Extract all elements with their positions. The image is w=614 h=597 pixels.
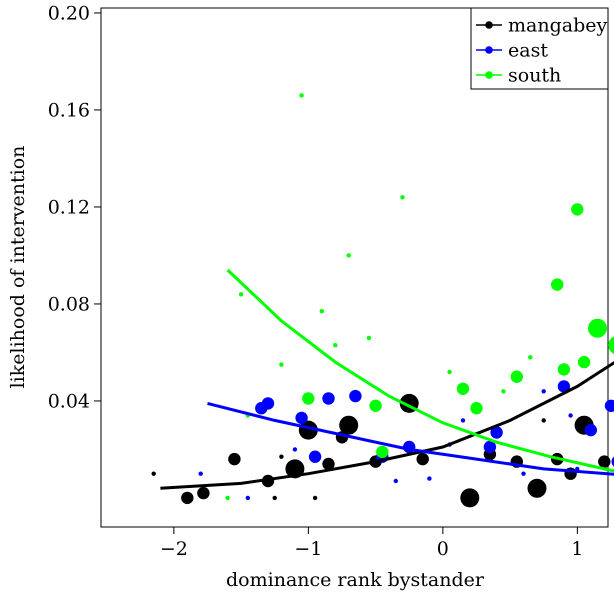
point-mangabey [181,491,194,505]
point-south [366,335,372,341]
point-south [551,278,564,291]
point-south [501,389,506,394]
point-south [369,399,382,412]
point-mangabey [197,486,210,500]
point-east [322,392,335,405]
legend-label-south: south [508,65,561,87]
point-east [245,495,250,501]
fit-line-mangabey [160,360,614,490]
y-tick-label: 0.16 [48,99,90,121]
legend: mangabey east south [470,7,609,90]
legend-label-east: east [508,40,548,62]
point-south [470,402,483,415]
point-south [608,336,614,354]
legend-marker-east [485,46,493,54]
point-mangabey [151,471,156,476]
legend-marker-south [485,71,493,79]
point-east [393,478,398,484]
y-tick-label: 0.12 [48,196,90,218]
point-mangabey [527,478,547,498]
point-south [238,292,244,297]
point-east [198,471,203,476]
points-layer [151,93,614,508]
point-south [299,93,304,98]
point-south [528,355,533,360]
point-east [261,397,275,410]
y-axis: 0.04 0.08 0.12 0.16 0.20 [48,2,101,412]
point-mangabey [541,418,546,423]
fit-line-east [207,401,614,476]
legend-marker-mangabey [485,21,493,29]
point-mangabey [312,495,318,501]
point-south [447,369,452,375]
y-tick-label: 0.04 [48,390,90,412]
point-mangabey [460,488,480,508]
point-south [588,318,607,338]
fit-line-south [226,268,614,473]
x-tick-label: 1 [571,538,583,560]
legend-label-mangabey: mangabey [508,15,607,37]
point-east [541,389,546,394]
point-mangabey [322,457,335,471]
point-south [333,343,338,348]
point-south [577,355,591,369]
point-east [308,450,322,463]
point-east [292,447,298,452]
point-mangabey [416,452,429,466]
point-east [427,476,432,481]
point-east [584,423,597,437]
point-south [319,309,324,314]
fit-lines-layer [160,268,614,490]
y-axis-label: likelihood of intervention [7,146,29,389]
point-south [225,495,230,501]
point-south [456,382,470,395]
point-east [460,418,466,423]
x-tick-label: 0 [437,538,449,560]
x-axis-label: dominance rank bystander [226,569,485,591]
x-tick-label: −2 [160,538,188,560]
x-tick-label: −1 [294,538,322,560]
point-east [604,399,614,412]
point-south [400,195,405,200]
point-south [302,392,315,405]
point-east [521,471,526,476]
point-east [611,456,614,467]
y-tick-label: 0.08 [48,293,90,315]
point-mangabey [272,495,277,501]
x-axis: −2 −1 0 1 [160,527,583,560]
point-south [557,363,571,376]
point-east [568,413,573,418]
point-south [376,445,389,459]
point-mangabey [228,452,241,466]
point-mangabey [339,415,359,435]
point-south [571,203,584,216]
point-south [510,370,523,383]
point-south [279,362,284,367]
point-mangabey [279,454,284,459]
point-east [490,426,503,439]
y-tick-label: 0.20 [48,2,90,24]
point-east [557,380,571,393]
point-east [483,440,497,454]
plot-frame [100,7,609,528]
point-east [349,389,362,403]
point-east [295,411,308,425]
point-mangabey [598,455,611,468]
point-south [346,253,351,258]
